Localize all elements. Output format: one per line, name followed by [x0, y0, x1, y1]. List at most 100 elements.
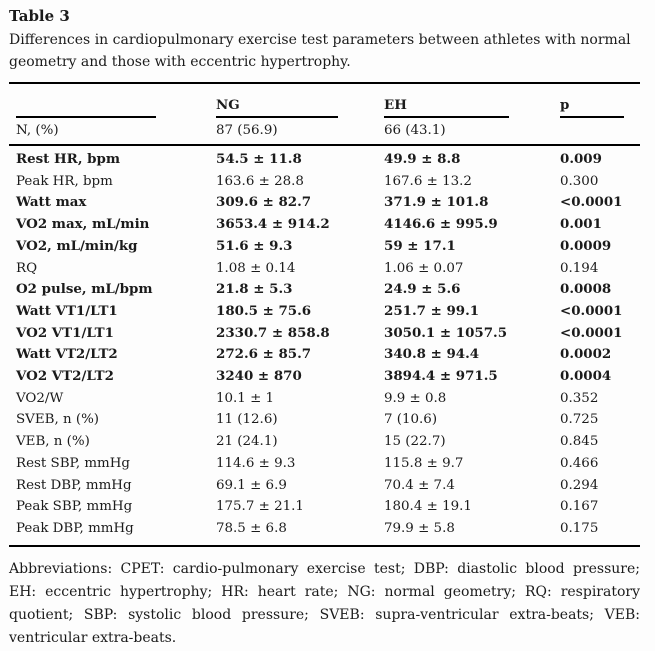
row-ng-value: 2330.7 ± 858.8 — [216, 324, 330, 341]
row-eh-value: 49.9 ± 8.8 — [384, 151, 461, 167]
table-row: Watt max 309.6 ± 82.7 371.9 ± 101.8 <0.0… — [9, 192, 640, 214]
table-row: Watt VT1/LT1 180.5 ± 75.6 251.7 ± 99.1 <… — [9, 301, 640, 323]
row-parameter-label: Watt VT1/LT1 — [16, 302, 118, 319]
row-eh-value: 59 ± 17.1 — [384, 237, 456, 254]
row-p-value: 0.845 — [560, 434, 599, 450]
table-figure: Table 3 Differences in cardiopulmonary e… — [9, 0, 640, 650]
header-ng: NG — [216, 83, 384, 118]
row-p-value: 0.167 — [560, 499, 599, 515]
table-row: VO2 VT1/LT1 2330.7 ± 858.8 3050.1 ± 1057… — [9, 323, 640, 345]
row-parameter-label: Peak HR, bpm — [16, 173, 113, 189]
row-p-value: <0.0001 — [560, 324, 623, 341]
row-ng-value: 11 (12.6) — [216, 412, 278, 428]
row-ng-value: 3240 ± 870 — [216, 368, 302, 385]
row-parameter-label: VO2, mL/min/kg — [16, 237, 138, 254]
row-eh-value: 70.4 ± 7.4 — [384, 477, 455, 493]
header-rule — [216, 116, 338, 118]
table-header: NG EH p N, (%) 87 (56.9) 66 (43.1) — [9, 83, 640, 146]
table-row: VO2/W 10.1 ± 1 9.9 ± 0.8 0.352 — [9, 388, 640, 410]
row-p-value: <0.0001 — [560, 194, 623, 211]
row-ng-value: 21.8 ± 5.3 — [216, 281, 293, 298]
row-ng-value: 309.6 ± 82.7 — [216, 194, 312, 211]
header-ng-label: NG — [216, 97, 240, 113]
row-ng-value: 180.5 ± 75.6 — [216, 302, 312, 319]
row-p-value: 0.194 — [560, 260, 599, 276]
header-row: NG EH p — [9, 83, 640, 118]
row-eh-value: 3050.1 ± 1057.5 — [384, 324, 508, 341]
row-parameter-label: Watt VT2/LT2 — [16, 346, 118, 363]
table-row: VO2 VT2/LT2 3240 ± 870 3894.4 ± 971.5 0.… — [9, 366, 640, 388]
row-eh-value: 251.7 ± 99.1 — [384, 302, 480, 319]
row-parameter-label: Peak DBP, mmHg — [16, 520, 134, 536]
header-parameter-label — [9, 97, 216, 113]
table-row: VO2, mL/min/kg 51.6 ± 9.3 59 ± 17.1 0.00… — [9, 236, 640, 258]
row-p-value: 0.0008 — [560, 281, 612, 298]
table-row: O2 pulse, mL/bpm 21.8 ± 5.3 24.9 ± 5.6 0… — [9, 279, 640, 301]
row-parameter-label: Rest HR, bpm — [16, 151, 121, 167]
count-row-ng: 87 (56.9) — [216, 118, 384, 146]
row-parameter-label: VO2 VT1/LT1 — [16, 324, 114, 341]
header-p: p — [560, 83, 640, 118]
table-row: VEB, n (%) 21 (24.1) 15 (22.7) 0.845 — [9, 431, 640, 453]
row-eh-value: 167.6 ± 13.2 — [384, 173, 472, 189]
row-parameter-label: Peak SBP, mmHg — [16, 499, 133, 515]
row-parameter-label: Rest SBP, mmHg — [16, 455, 130, 471]
row-parameter-label: VO2 VT2/LT2 — [16, 368, 114, 385]
table-row: Rest HR, bpm 54.5 ± 11.8 49.9 ± 8.8 0.00… — [9, 145, 640, 171]
row-parameter-label: VO2 max, mL/min — [16, 216, 150, 233]
row-ng-value: 114.6 ± 9.3 — [216, 455, 296, 471]
table-row: Peak DBP, mmHg 78.5 ± 6.8 79.9 ± 5.8 0.1… — [9, 518, 640, 546]
table-row: Watt VT2/LT2 272.6 ± 85.7 340.8 ± 94.4 0… — [9, 344, 640, 366]
header-rule — [16, 116, 156, 118]
row-p-value: 0.009 — [560, 151, 602, 167]
count-row: N, (%) 87 (56.9) 66 (43.1) — [9, 118, 640, 146]
table-row: Rest DBP, mmHg 69.1 ± 6.9 70.4 ± 7.4 0.2… — [9, 475, 640, 497]
row-eh-value: 15 (22.7) — [384, 434, 446, 450]
row-p-value: 0.0004 — [560, 368, 612, 385]
row-p-value: 0.466 — [560, 455, 599, 471]
header-parameter — [9, 83, 216, 118]
row-parameter-label: RQ — [16, 260, 38, 276]
row-parameter-label: SVEB, n (%) — [16, 412, 100, 428]
header-rule — [384, 116, 509, 118]
row-eh-value: 79.9 ± 5.8 — [384, 520, 455, 536]
table-row: Peak HR, bpm 163.6 ± 28.8 167.6 ± 13.2 0… — [9, 171, 640, 193]
row-p-value: 0.300 — [560, 173, 599, 189]
count-row-eh: 66 (43.1) — [384, 118, 560, 146]
row-p-value: 0.001 — [560, 216, 602, 233]
row-ng-value: 3653.4 ± 914.2 — [216, 216, 330, 233]
header-rule — [560, 116, 624, 118]
row-ng-value: 10.1 ± 1 — [216, 390, 275, 406]
row-parameter-label: Watt max — [16, 194, 87, 211]
row-p-value: 0.352 — [560, 390, 599, 406]
table-number-title: Table 3 — [9, 7, 70, 25]
table-row: Peak SBP, mmHg 175.7 ± 21.1 180.4 ± 19.1… — [9, 496, 640, 518]
row-eh-value: 1.06 ± 0.07 — [384, 260, 464, 276]
table-caption: Differences in cardiopulmonary exercise … — [9, 32, 631, 70]
row-p-value: 0.0009 — [560, 237, 612, 254]
row-parameter-label: VO2/W — [16, 390, 64, 406]
row-ng-value: 78.5 ± 6.8 — [216, 520, 287, 536]
row-p-value: 0.725 — [560, 412, 599, 428]
row-ng-value: 272.6 ± 85.7 — [216, 346, 312, 363]
row-ng-value: 175.7 ± 21.1 — [216, 499, 304, 515]
header-p-label: p — [560, 97, 570, 113]
row-eh-value: 24.9 ± 5.6 — [384, 281, 461, 298]
table-row: SVEB, n (%) 11 (12.6) 7 (10.6) 0.725 — [9, 409, 640, 431]
row-p-value: 0.0002 — [560, 346, 612, 363]
row-eh-value: 115.8 ± 9.7 — [384, 455, 464, 471]
row-parameter-label: VEB, n (%) — [16, 434, 90, 450]
table-body: Rest HR, bpm 54.5 ± 11.8 49.9 ± 8.8 0.00… — [9, 145, 640, 546]
row-ng-value: 69.1 ± 6.9 — [216, 477, 287, 493]
count-row-label: N, (%) — [9, 118, 216, 146]
row-parameter-label: Rest DBP, mmHg — [16, 477, 132, 493]
row-eh-value: 7 (10.6) — [384, 412, 438, 428]
row-p-value: 0.175 — [560, 520, 599, 536]
count-row-p — [560, 118, 640, 146]
row-eh-value: 9.9 ± 0.8 — [384, 390, 447, 406]
row-p-value: <0.0001 — [560, 302, 623, 319]
table-row: VO2 max, mL/min 3653.4 ± 914.2 4146.6 ± … — [9, 214, 640, 236]
row-p-value: 0.294 — [560, 477, 599, 493]
row-eh-value: 340.8 ± 94.4 — [384, 346, 480, 363]
row-ng-value: 54.5 ± 11.8 — [216, 151, 302, 167]
